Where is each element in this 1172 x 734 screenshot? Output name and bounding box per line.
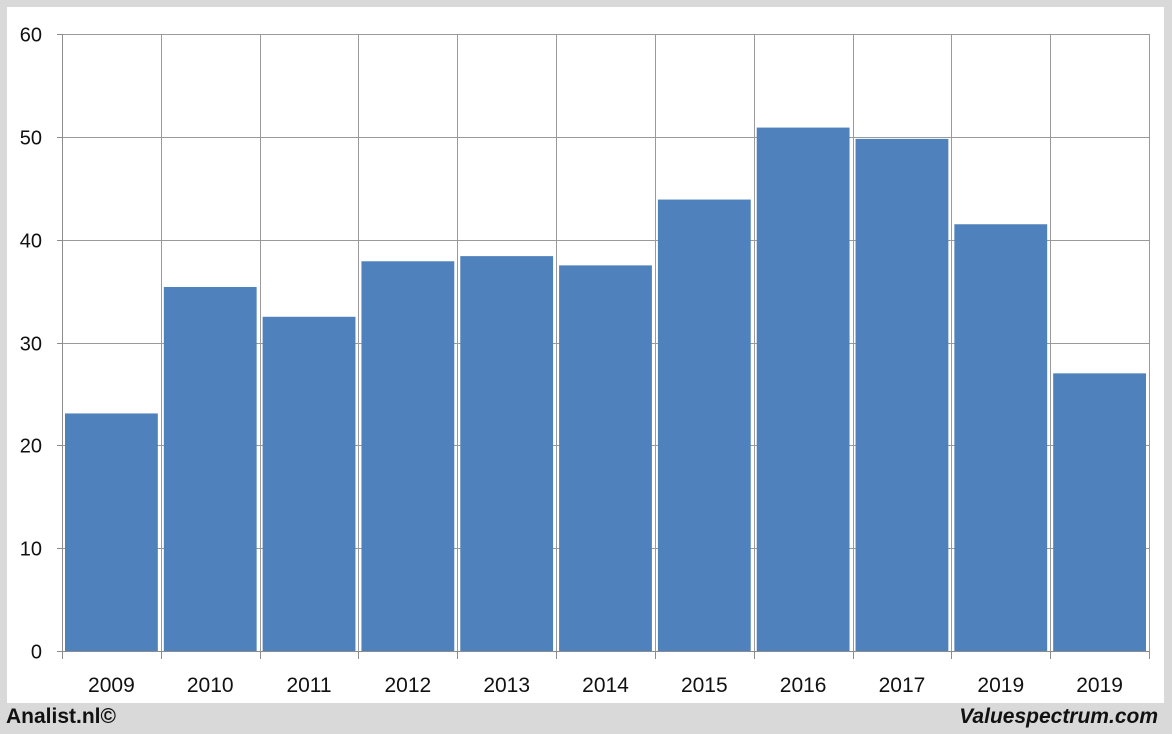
bar-2014-5 [559,265,652,651]
x-tick-label: 2019 [1076,674,1123,697]
bar-2015-6 [657,199,751,652]
bar-2019-9 [954,224,1048,651]
y-tick-label: 60 [20,25,42,47]
y-tick-label: 50 [20,128,42,150]
bar-2012-3 [361,261,455,651]
y-tick-label: 0 [31,642,42,664]
x-tick-label: 2014 [582,674,629,697]
bar-2011-2 [262,316,356,651]
x-tick-labels: 2009 2010 2011 2012 2013 2014 2015 2016 2017 2019… [88,674,1123,697]
x-tick-label: 2013 [483,674,530,697]
bar-2009-0 [65,413,158,651]
y-tick-label: 10 [20,539,42,561]
x-tick-label: 2019 [977,674,1024,697]
axis-layer [57,34,1150,659]
x-tick-label: 2017 [879,674,926,697]
footer-right-brand: Valuespectrum.com [959,705,1158,728]
x-tick-label: 2011 [286,674,331,697]
bar-2017-8 [855,138,949,651]
y-tick-labels: 0 10 20 30 40 50 60 [20,25,42,664]
y-tick-label: 30 [20,334,42,356]
bar-2010-1 [163,286,257,651]
y-tick-label: 40 [20,231,42,253]
bar-2016-7 [756,127,850,652]
x-tick-label: 2016 [780,674,827,697]
bar-2013-4 [460,256,554,651]
x-tick-label: 2015 [681,674,728,697]
footer-left-brand: Analist.nl© [6,705,116,728]
x-tick-label: 2009 [88,674,135,697]
bar-2019-10 [1053,373,1146,651]
x-tick-label: 2010 [187,674,234,697]
bar-layer [65,127,1146,652]
x-tick-label: 2012 [385,674,432,697]
y-tick-label: 20 [20,436,42,458]
